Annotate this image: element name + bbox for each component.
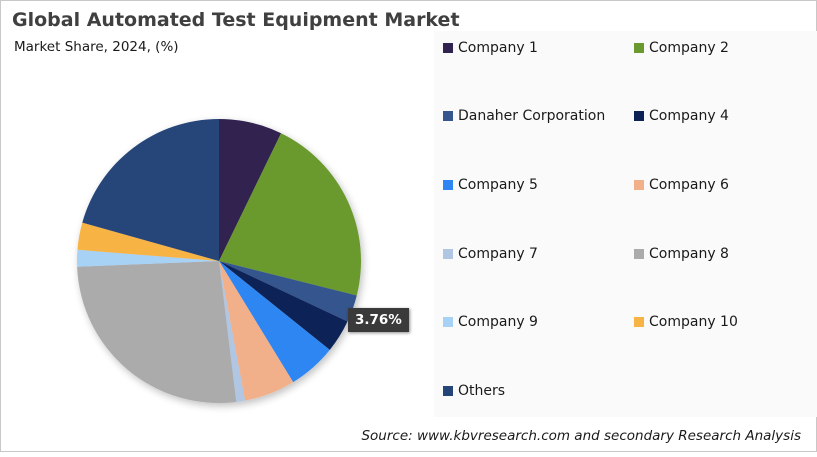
pie-slice-company-4[interactable] xyxy=(219,261,348,350)
legend-item-company-8[interactable]: Company 8 xyxy=(634,246,729,262)
legend-swatch-icon xyxy=(443,386,453,396)
legend-item-company-2[interactable]: Company 2 xyxy=(634,40,729,56)
legend-label: Company 1 xyxy=(458,40,538,56)
legend-swatch-icon xyxy=(443,43,453,53)
legend-label: Others xyxy=(458,383,506,399)
legend-swatch-icon xyxy=(634,111,644,121)
legend-item-company-4[interactable]: Company 4 xyxy=(634,108,729,124)
legend-item-others[interactable]: Others xyxy=(443,383,505,399)
legend-item-company-7[interactable]: Company 7 xyxy=(443,246,538,262)
legend-label: Company 7 xyxy=(458,246,538,262)
pie-slice-company-1[interactable] xyxy=(219,119,282,261)
pie-slice-company-2[interactable] xyxy=(219,133,362,296)
legend-label: Company 9 xyxy=(458,314,538,330)
legend-swatch-icon xyxy=(634,249,644,259)
pie-slice-company-10[interactable] xyxy=(77,222,219,261)
legend-swatch-icon xyxy=(443,111,453,121)
legend-label: Company 6 xyxy=(649,177,729,193)
legend-swatch-icon xyxy=(443,249,453,259)
pie-svg xyxy=(76,119,362,404)
legend-item-company-6[interactable]: Company 6 xyxy=(634,177,729,193)
legend-item-company-5[interactable]: Company 5 xyxy=(443,177,538,193)
legend-swatch-icon xyxy=(634,43,644,53)
legend-label: Company 2 xyxy=(649,40,729,56)
pie-slice-company-8[interactable] xyxy=(77,261,237,404)
legend-label: Company 8 xyxy=(649,246,729,262)
data-label-company-4: 3.76% xyxy=(348,308,409,332)
chart-subtitle: Market Share, 2024, (%) xyxy=(14,39,179,55)
legend-swatch-icon xyxy=(634,317,644,327)
pie-chart: 3.76% xyxy=(1,1,431,453)
pie-slice-danaher-corporation[interactable] xyxy=(219,261,357,322)
legend-label: Danaher Corporation xyxy=(458,108,606,124)
legend-swatch-icon xyxy=(443,180,453,190)
pie-slice-company-9[interactable] xyxy=(76,249,220,267)
source-note: Source: www.kbvresearch.com and secondar… xyxy=(361,428,801,444)
pie-slice-company-7[interactable] xyxy=(219,261,246,402)
legend-item-company-10[interactable]: Company 10 xyxy=(634,314,738,330)
pie-slice-others[interactable] xyxy=(82,119,219,261)
legend-label: Company 10 xyxy=(649,314,738,330)
legend-item-company-9[interactable]: Company 9 xyxy=(443,314,538,330)
legend-swatch-icon xyxy=(634,180,644,190)
legend-item-danaher-corporation[interactable]: Danaher Corporation xyxy=(443,108,605,124)
legend: Company 1 Company 2 Danaher Corporation … xyxy=(434,31,817,417)
legend-label: Company 5 xyxy=(458,177,538,193)
legend-label: Company 4 xyxy=(649,108,729,124)
legend-item-company-1[interactable]: Company 1 xyxy=(443,40,538,56)
pie-slice-company-5[interactable] xyxy=(219,261,330,383)
pie-slice-company-6[interactable] xyxy=(219,261,294,401)
chart-title: Global Automated Test Equipment Market xyxy=(12,9,460,31)
legend-swatch-icon xyxy=(443,317,453,327)
